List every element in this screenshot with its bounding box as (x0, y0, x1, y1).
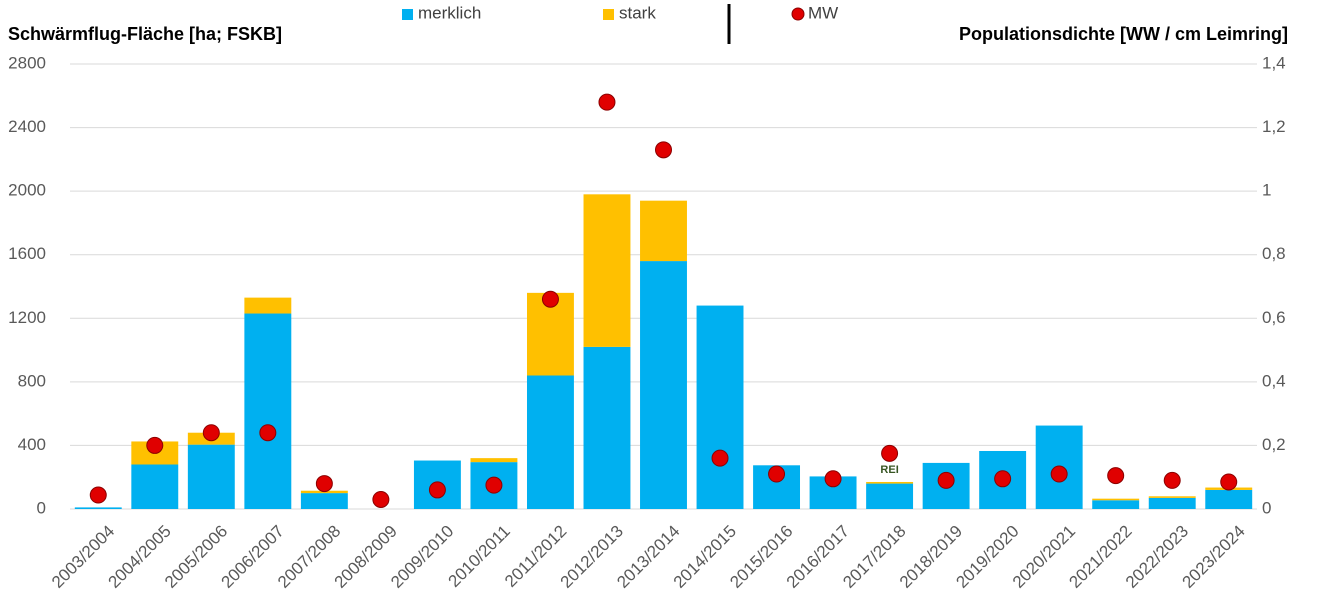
marker (711, 449, 729, 467)
marker (768, 465, 786, 483)
bar (1092, 498, 1140, 501)
y-tick-label: 400 (18, 435, 46, 454)
bar (244, 297, 292, 314)
legend-swatch (791, 7, 805, 21)
legend-swatch (402, 9, 413, 20)
y-tick-label: 0 (37, 498, 46, 517)
y-tick-label: 2800 (8, 53, 46, 72)
marker (937, 471, 955, 489)
bar (187, 444, 235, 509)
bar (74, 507, 122, 509)
marker (372, 490, 390, 508)
marker (259, 424, 277, 442)
marker (1107, 467, 1125, 485)
y2-axis-title: Populationsdichte [WW / cm Leimring] (959, 24, 1288, 44)
y-axis-title: Schwärmflug-Fläche [ha; FSKB] (8, 24, 282, 44)
marker (202, 424, 220, 442)
y2-tick-label: 0,4 (1262, 371, 1286, 390)
bar (866, 481, 914, 484)
bar (1205, 489, 1253, 509)
y-tick-label: 1600 (8, 244, 46, 263)
bar (470, 458, 518, 463)
y2-tick-label: 1,4 (1262, 53, 1286, 72)
y2-tick-label: 0,8 (1262, 244, 1286, 263)
bar (640, 200, 687, 262)
marker (1220, 473, 1238, 491)
marker (655, 141, 672, 159)
y-tick-label: 2000 (8, 181, 46, 200)
legend-label: MW (808, 3, 838, 22)
marker (994, 470, 1012, 488)
bar (696, 305, 744, 509)
y2-tick-label: 1 (1262, 181, 1271, 200)
y2-tick-label: 0 (1262, 498, 1271, 517)
marker (1050, 465, 1068, 483)
marker (824, 470, 842, 488)
y2-tick-label: 0,2 (1262, 435, 1286, 454)
marker (89, 486, 107, 504)
bar (1148, 497, 1196, 509)
bar (526, 375, 574, 509)
annotation: REI (880, 464, 898, 476)
marker (881, 444, 899, 462)
y-tick-label: 800 (18, 371, 46, 390)
y-tick-label: 1200 (8, 308, 46, 327)
bar (583, 346, 631, 509)
marker (1163, 471, 1181, 489)
y2-tick-label: 0,6 (1262, 308, 1286, 327)
y-tick-label: 2400 (8, 117, 46, 136)
marker (146, 436, 164, 454)
bar (244, 313, 292, 509)
bar (583, 194, 631, 347)
marker (541, 290, 559, 308)
legend-label: merklich (418, 3, 481, 22)
marker (428, 481, 446, 499)
bar (300, 493, 348, 509)
bar (131, 464, 179, 509)
marker (315, 475, 333, 493)
legend-label: stark (619, 3, 656, 22)
y2-tick-label: 1,2 (1262, 117, 1286, 136)
marker (485, 476, 503, 494)
legend-swatch (603, 9, 614, 20)
bar (866, 483, 914, 509)
marker (598, 93, 616, 111)
bar (1092, 500, 1140, 509)
bar (1148, 496, 1196, 498)
bar (640, 261, 687, 509)
